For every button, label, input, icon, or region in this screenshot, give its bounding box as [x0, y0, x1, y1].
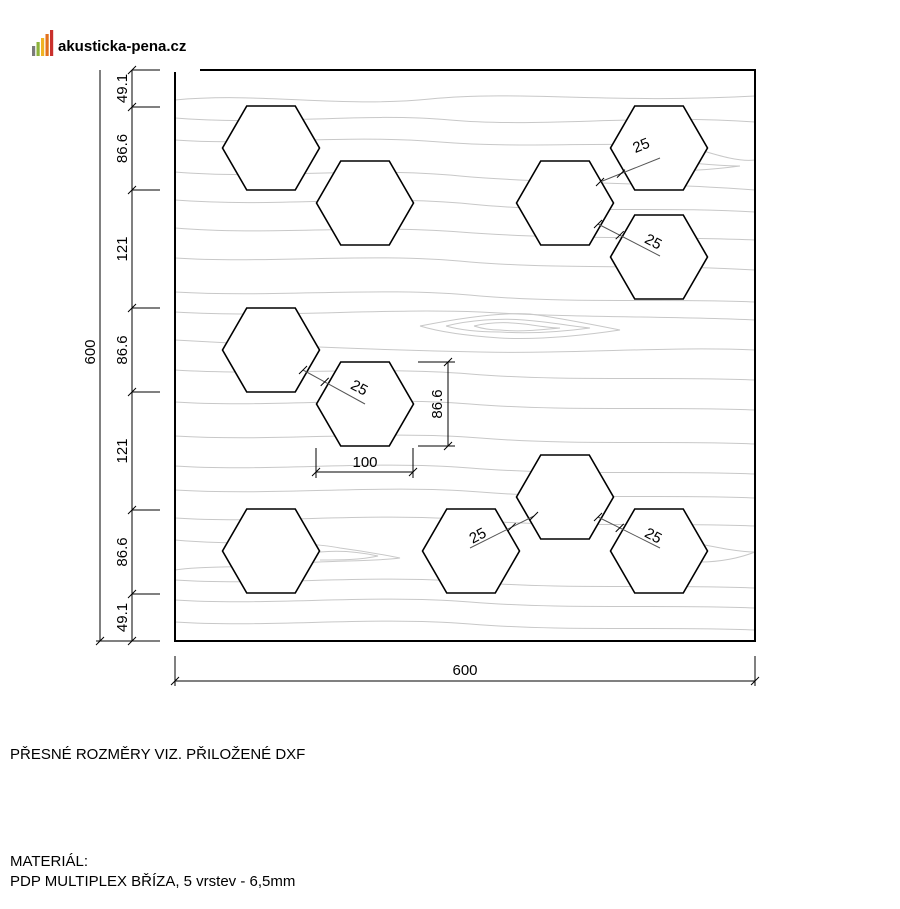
grain-line [174, 400, 756, 411]
logo: akusticka-pena.cz [32, 30, 186, 56]
grain-line [174, 488, 756, 499]
gap-tick [595, 177, 605, 187]
segment-dimension-label: 121 [114, 236, 131, 261]
logo-bars-icon [32, 30, 54, 56]
segment-dimension-label: 86.6 [114, 335, 131, 364]
logo-bar [45, 34, 49, 56]
hexagon-cutout [221, 105, 321, 191]
wood-grain-texture [174, 95, 756, 631]
hexagon-cutout [421, 508, 521, 594]
hexagon-height-dimension: 86.6 [418, 357, 455, 451]
hexagon-width-label: 100 [352, 454, 377, 471]
logo-bar [32, 46, 36, 56]
grain-line [174, 620, 756, 631]
dimension-tick [127, 185, 137, 195]
grain-line [174, 95, 756, 103]
segment-dimension-label: 49.1 [114, 74, 131, 103]
grain-line [445, 318, 591, 334]
segment-dimension-label: 49.1 [114, 603, 131, 632]
logo-bar [50, 30, 54, 56]
overall-height-label: 600 [82, 339, 99, 364]
gap-tick [529, 511, 539, 521]
dimension-tick [127, 589, 137, 599]
dimension-tick [127, 102, 137, 112]
grain-line [319, 550, 379, 561]
gap-tick [616, 169, 626, 178]
material-block: MATERIÁL: PDP MULTIPLEX BŘÍZA, 5 vrstev … [10, 852, 295, 892]
gap-label: 25 [348, 377, 371, 400]
gap-dimension-line [469, 515, 535, 549]
gap-tick [593, 512, 603, 522]
gap-label: 25 [630, 135, 652, 157]
overall-height-dimension: 600 [82, 70, 105, 646]
segment-dimension-label: 121 [114, 438, 131, 463]
segment-dimension-label: 86.6 [114, 537, 131, 566]
material-title: MATERIÁL: [10, 853, 89, 870]
dimension-tick [127, 65, 137, 75]
gap-dimension-line [597, 516, 661, 549]
left-dimension-chain: 49.1 86.6 121 86.6 121 86.6 49.1 [96, 65, 160, 646]
exact-dimensions-note: PŘESNÉ ROZMĚRY VIZ. PŘILOŽENÉ DXF [10, 746, 306, 763]
gap-dimension-line [597, 223, 661, 257]
hexagon-cutout [609, 508, 709, 594]
hexagon-height-label: 86.6 [429, 389, 446, 418]
gap-tick [320, 377, 330, 387]
grain-line [419, 313, 621, 340]
gap-tick [615, 230, 625, 240]
overall-width-dimension: 600 [170, 656, 760, 686]
gap-dimensions: 25 25 25 25 25 [298, 135, 665, 549]
grain-line [174, 598, 756, 609]
logo-backdrop [0, 58, 200, 72]
gap-label: 25 [467, 525, 490, 548]
hexagon-cutouts [221, 105, 709, 594]
overall-width-label: 600 [452, 662, 477, 679]
logo-bar [41, 38, 45, 56]
hexagon-cutout [609, 214, 709, 300]
gap-tick [507, 522, 516, 532]
segment-dimension-label: 86.6 [114, 134, 131, 163]
dimension-tick [127, 303, 137, 313]
grain-line [473, 322, 561, 332]
hexagon-cutout [515, 454, 615, 540]
material-value: PDP MULTIPLEX BŘÍZA, 5 vrstev - 6,5mm [10, 873, 296, 890]
hexagon-cutout [609, 105, 709, 191]
gap-tick [298, 365, 308, 375]
hexagon-cutout [315, 160, 415, 246]
panel-outline [174, 69, 756, 642]
logo-bar [36, 42, 40, 56]
grain-line [699, 543, 756, 563]
dimension-tick [127, 387, 137, 397]
hexagon-width-dimension: 100 [311, 448, 418, 478]
grain-line [174, 464, 756, 475]
gap-dimension-line [599, 157, 661, 183]
grain-line [174, 434, 756, 445]
gap-tick [593, 219, 603, 229]
gap-label: 25 [642, 231, 665, 254]
gap-tick [615, 523, 625, 533]
hexagon-cutout [221, 508, 321, 594]
grain-line [174, 291, 756, 303]
gap-dimension-line [302, 369, 366, 405]
hexagon-cutout [515, 160, 615, 246]
gap-label: 25 [642, 525, 665, 548]
grain-line [174, 199, 756, 213]
hexagon-cutout [221, 307, 321, 393]
dimension-tick [127, 505, 137, 515]
logo-text: akusticka-pena.cz [58, 38, 186, 55]
